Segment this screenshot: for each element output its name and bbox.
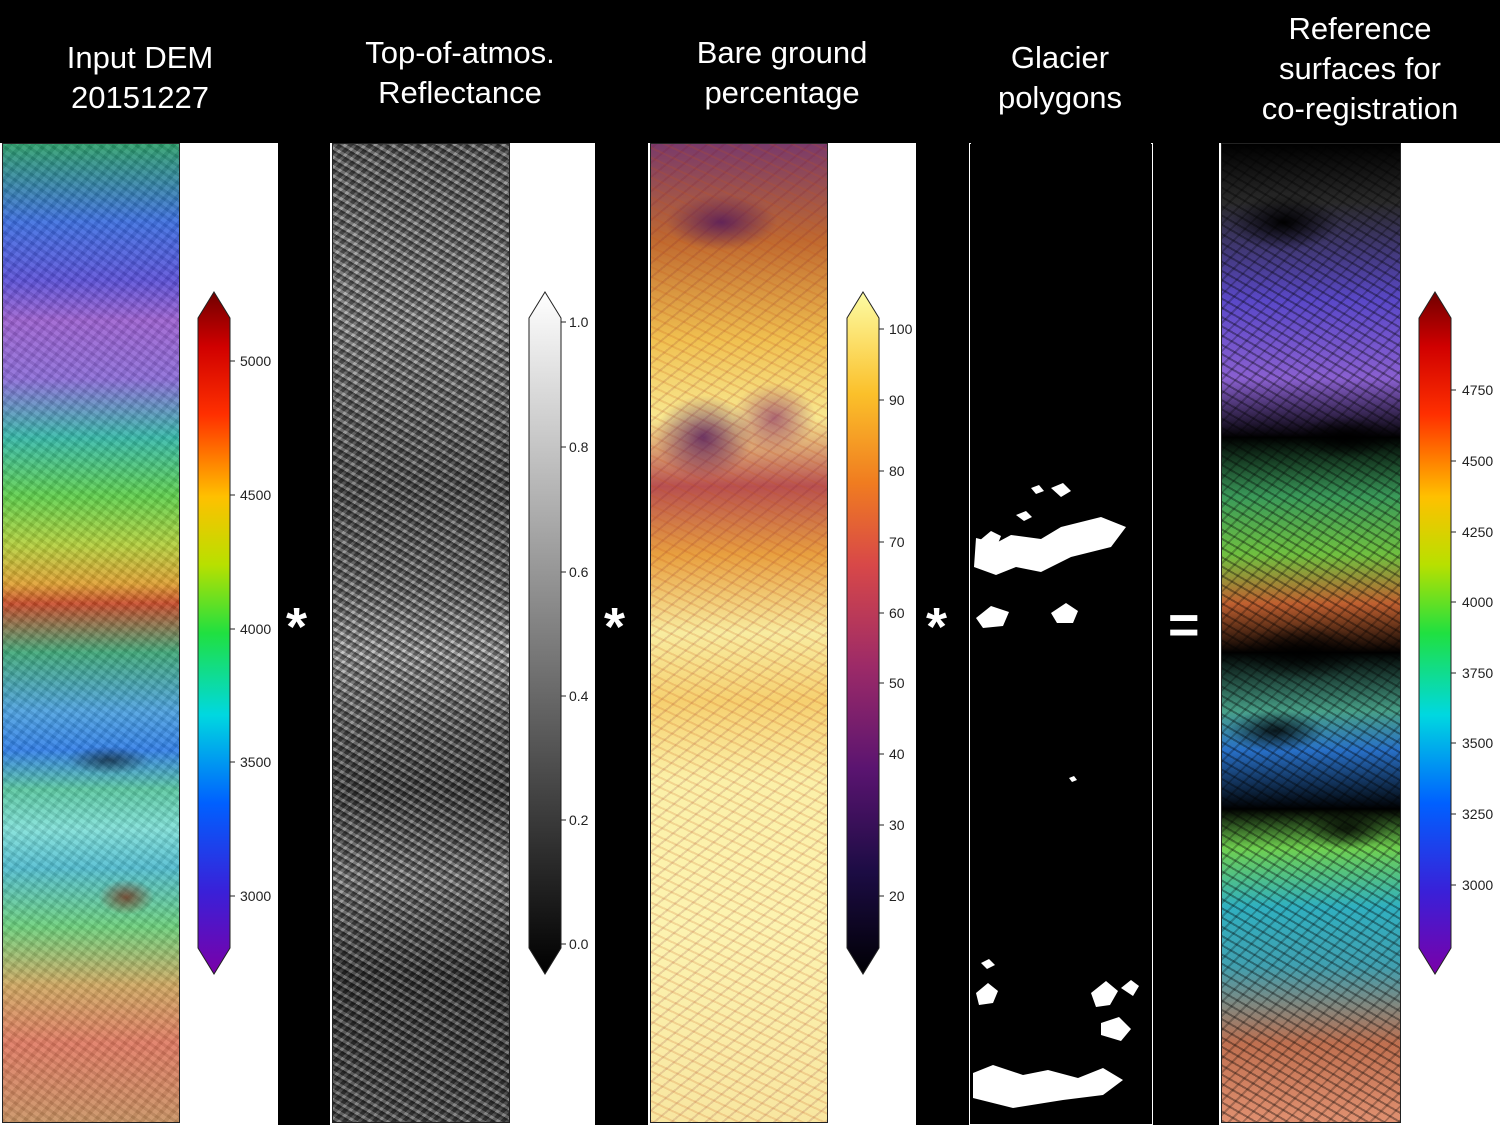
reference-title: Reference surfaces for co-registration	[1230, 9, 1490, 129]
glacier-polygons-svg	[973, 483, 1139, 1108]
glacier-polygon-1	[974, 517, 1126, 575]
glacier-polygon-14	[973, 1065, 1123, 1108]
reflectance-tick-0.8: 0.8	[569, 439, 589, 455]
glacier-polygon-3	[976, 606, 1009, 628]
bare-ground-tick-40: 40	[889, 746, 905, 762]
glacier-polygon-7	[981, 547, 1013, 563]
glacier-title-line-2: polygons	[997, 80, 1123, 115]
bare-ground-title-line-1: Bare ground	[696, 35, 868, 70]
dem-tick-5000: 5000	[240, 353, 271, 369]
reflectance-colorbar-fill	[528, 291, 562, 975]
dem-tick-4500: 4500	[240, 487, 271, 503]
dem-tick-3000: 3000	[240, 888, 271, 904]
dem-title-line-1: Input DEM	[66, 40, 214, 75]
bare-ground-tick-70: 70	[889, 534, 905, 550]
reference-tick-4500: 4500	[1462, 453, 1493, 469]
glacier-polygon-10	[981, 959, 995, 969]
reference-tick-4000: 4000	[1462, 594, 1493, 610]
bare-ground-tick-60: 60	[889, 605, 905, 621]
bare-ground-tick-20: 20	[889, 888, 905, 904]
reference-title-line-2: surfaces for	[1279, 51, 1441, 86]
reflectance-tick-1.0: 1.0	[569, 314, 589, 330]
multiply-operator-1: *	[286, 597, 308, 657]
reference-tick-3500: 3500	[1462, 735, 1493, 751]
glacier-polygon-11	[1091, 981, 1118, 1007]
glacier-mask-image	[971, 143, 1151, 1123]
glacier-polygon-4	[1051, 603, 1078, 623]
reference-title-line-3: co-registration	[1261, 91, 1459, 126]
glacier-polygon-2	[979, 531, 1001, 546]
bare-ground-title: Bare ground percentage	[662, 33, 902, 113]
reflectance-image	[332, 143, 510, 1123]
reflectance-title-line-1: Top-of-atmos.	[365, 35, 555, 70]
glacier-title: Glacier polygons	[960, 38, 1160, 118]
bare-ground-image	[650, 143, 828, 1123]
bare-ground-tick-80: 80	[889, 463, 905, 479]
reference-colorbar: 4750 4500 4250 4000 3750 3500 3250 3000	[1418, 291, 1493, 975]
dem-colorbar: 5000 4500 4000 3500 3000	[197, 291, 271, 975]
glacier-title-line-1: Glacier	[1010, 40, 1110, 75]
bare-ground-tick-100: 100	[889, 321, 913, 337]
reflectance-colorbar: 1.0 0.8 0.6 0.4 0.2 0.0	[528, 291, 589, 975]
dem-tick-4000: 4000	[240, 621, 271, 637]
reflectance-tick-0.6: 0.6	[569, 564, 589, 580]
reflectance-tick-0.2: 0.2	[569, 812, 589, 828]
glacier-polygon-5	[1051, 483, 1071, 497]
glacier-polygon-6	[1016, 511, 1032, 521]
bare-ground-tick-90: 90	[889, 392, 905, 408]
reference-tick-4750: 4750	[1462, 382, 1493, 398]
bare-ground-colorbar-fill	[846, 291, 880, 975]
reference-title-line-1: Reference	[1288, 11, 1432, 46]
glacier-polygon-15	[1031, 485, 1044, 494]
dem-title: Input DEM 20151227	[40, 38, 240, 118]
bare-ground-tick-30: 30	[889, 817, 905, 833]
glacier-polygon-12	[1121, 980, 1139, 996]
reflectance-tick-0.0: 0.0	[569, 936, 589, 952]
dem-image	[2, 143, 180, 1123]
bare-ground-title-line-2: percentage	[704, 75, 860, 110]
bare-ground-colorbar: 100 90 80 70 60 50 40 30 20	[846, 291, 913, 975]
equals-operator: =	[1168, 595, 1200, 655]
dem-tick-3500: 3500	[240, 754, 271, 770]
reference-surfaces-image	[1221, 143, 1401, 1123]
reflectance-title-line-2: Reflectance	[378, 75, 542, 110]
multiply-operator-2: *	[604, 597, 626, 657]
reference-colorbar-fill	[1418, 291, 1452, 975]
reference-tick-3250: 3250	[1462, 806, 1493, 822]
reference-tick-3750: 3750	[1462, 665, 1493, 681]
bare-ground-tick-50: 50	[889, 675, 905, 691]
glacier-polygon-8	[1069, 776, 1077, 782]
reference-tick-4250: 4250	[1462, 524, 1493, 540]
reflectance-title: Top-of-atmos. Reflectance	[340, 33, 580, 113]
multiply-operator-3: *	[926, 597, 948, 657]
dem-colorbar-fill	[197, 291, 231, 975]
reflectance-tick-0.4: 0.4	[569, 688, 589, 704]
glacier-polygon-13	[1101, 1017, 1131, 1041]
glacier-polygon-9	[976, 983, 998, 1005]
dem-colorbar-ticks	[230, 360, 235, 897]
dem-title-line-2: 20151227	[71, 80, 209, 115]
reference-tick-3000: 3000	[1462, 877, 1493, 893]
